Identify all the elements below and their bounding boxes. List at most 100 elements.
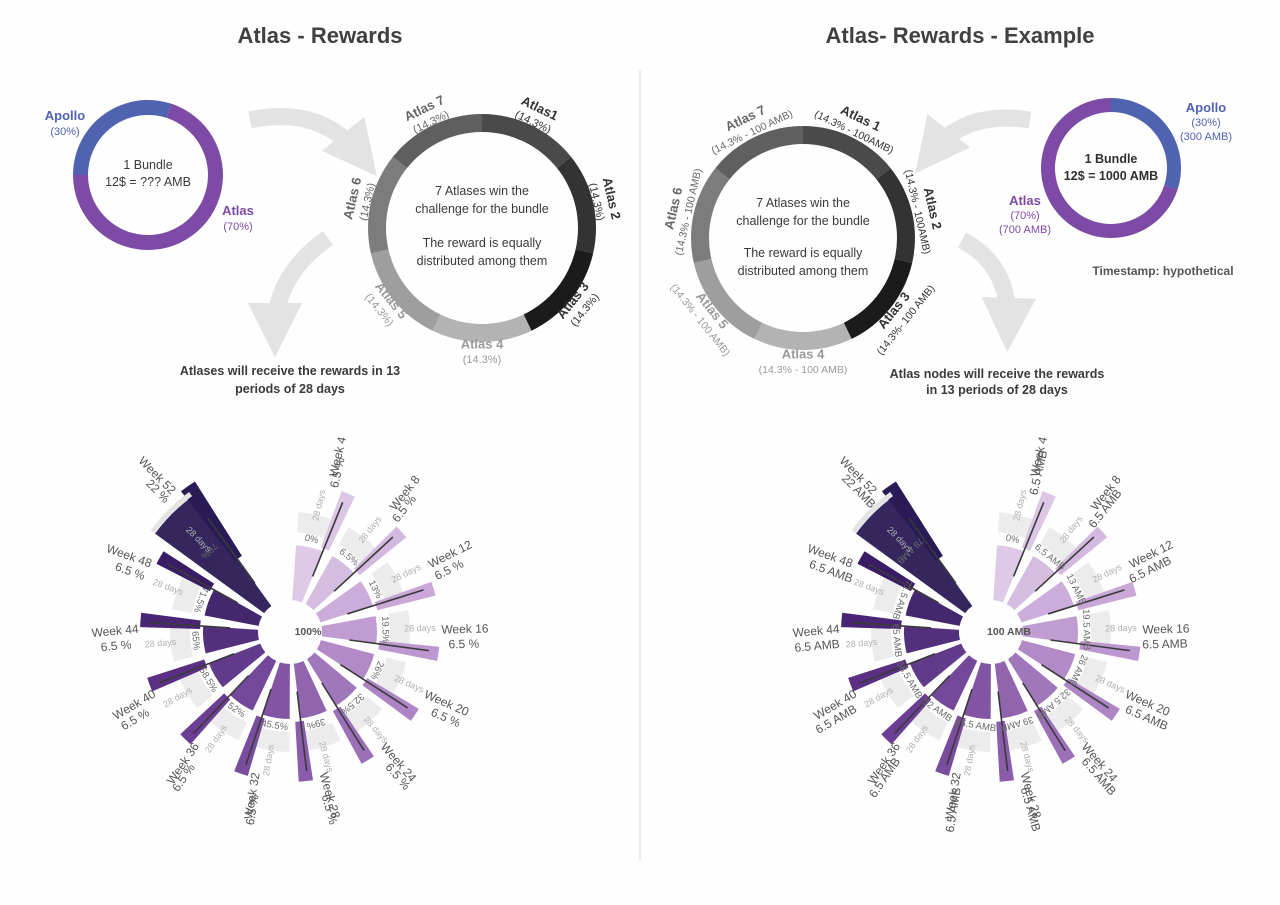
right-apollo-label: Apollo [1186, 100, 1226, 115]
right-period-bar [1006, 556, 1055, 611]
left-period-bar [305, 556, 354, 611]
right-period-track [871, 623, 895, 662]
right-period-track [1002, 722, 1042, 752]
left-amount-spike [353, 526, 407, 576]
left-period-marker [349, 639, 429, 652]
right-amount-spike [881, 481, 943, 561]
right-period-week: Week 16 [1142, 621, 1190, 636]
right-period-bar [1022, 616, 1078, 644]
right-period-bar [905, 589, 964, 626]
left-period-bar [155, 496, 272, 614]
right-period-week: Week 44 [792, 622, 841, 640]
right-atlas-segment [876, 168, 915, 263]
left-period-marker [339, 663, 409, 709]
right-ring-line5: distributed among them [738, 264, 869, 278]
left-period-marker [150, 621, 231, 629]
right-period-days: 28 days [1091, 562, 1124, 585]
right-period-bar [1007, 652, 1058, 706]
right-period-cumulative: 19.5 AMB [1080, 609, 1092, 650]
right-outer-arc [851, 492, 894, 534]
right-period-amount: 6.5 AMB [794, 637, 840, 655]
right-amount-spike [881, 693, 932, 745]
left-period-bar [321, 616, 377, 644]
left-period-track [296, 512, 336, 540]
left-period-marker [193, 674, 250, 735]
left-period-marker [333, 536, 394, 592]
left-atlas-segment [557, 156, 596, 254]
right-period-bar [909, 643, 967, 688]
left-periods-text-2: periods of 28 days [235, 382, 345, 396]
right-title: Atlas- Rewards - Example [826, 23, 1095, 48]
left-period-bar [306, 652, 357, 706]
right-period-bar [1017, 581, 1074, 623]
left-period-cumulative: 45.5% [260, 718, 289, 733]
left-atlas-segment [432, 314, 532, 342]
right-period-bar [903, 626, 960, 654]
right-atlas-share: (70%) [1010, 210, 1039, 222]
left-period-days: 28 days [317, 740, 335, 774]
right-period-marker [868, 563, 939, 604]
right-period-track [997, 512, 1037, 540]
left-period-bar [316, 581, 373, 623]
left-atlas-segment [392, 114, 482, 169]
right-ring-text: 7 Atlases win the challenge for the bund… [736, 196, 869, 278]
left-apollo-share: (30%) [50, 126, 79, 138]
left-ring-line1: 7 Atlases win the [435, 184, 529, 198]
right-period-track [1043, 696, 1084, 734]
left-period-bar [204, 589, 263, 626]
right-atlas-segment [715, 126, 803, 180]
left-atlas-label: Atlas [222, 203, 254, 218]
left-period-bar [293, 661, 327, 719]
left-periods-text-1: Atlases will receive the rewards in 13 [180, 364, 400, 378]
right-radial-hub [961, 602, 1021, 662]
right-period-marker [894, 674, 951, 735]
right-period-amount: 6.5 AMB [1142, 636, 1188, 651]
right-periods-text-1: Atlas nodes will receive the rewards [890, 367, 1105, 381]
left-period-bar [203, 626, 259, 654]
left-period-days: 28 days [356, 514, 384, 545]
right-period-marker [1012, 502, 1045, 577]
left-period-track [301, 722, 341, 752]
right-atlas-segment [803, 126, 891, 180]
right-period-track [1089, 610, 1111, 648]
left-amount-spike [180, 693, 231, 745]
right-period-bar [993, 545, 1024, 603]
left-period-week: Week 16 [441, 621, 489, 636]
right-period-days: 28 days [845, 637, 878, 650]
left-period-marker [346, 589, 424, 615]
left-period-cumulative: 19.5% [379, 616, 391, 644]
arrow-example-bundle-to-atlases [915, 109, 1032, 174]
left-period-amount: 6.5 % [243, 793, 262, 826]
right-period-marker [1047, 589, 1125, 615]
right-atlas-label: Atlas [1009, 193, 1041, 208]
left-atlas-name: Atlas 4 [461, 336, 504, 351]
left-period-marker [245, 688, 272, 766]
left-period-track [170, 623, 194, 662]
right-atlas-segment [693, 258, 763, 339]
left-period-cumulative: 0% [304, 533, 320, 547]
left-period-track [388, 610, 410, 648]
left-period-marker [167, 563, 238, 604]
right-period-bar [1017, 640, 1076, 680]
left-bundle-line2: 12$ = ??? AMB [105, 175, 191, 189]
right-apollo-slice [1111, 98, 1181, 190]
left-period-marker [207, 517, 256, 584]
left-period-days: 28 days [203, 723, 229, 755]
right-period-bar [931, 655, 978, 711]
right-period-days: 28 days [853, 577, 887, 597]
left-period-track [172, 573, 203, 614]
left-period-bar [208, 643, 266, 688]
left-radial-hub [260, 602, 320, 662]
left-period-days: 28 days [152, 577, 186, 597]
right-period-days: 28 days [904, 723, 930, 755]
left-period-cumulative: 65% [189, 631, 202, 651]
left-apollo-label: Apollo [45, 108, 85, 123]
left-period-days: 28 days [393, 673, 426, 695]
right-period-bar [994, 661, 1028, 719]
right-period-marker [1022, 682, 1066, 752]
left-period-bar [316, 640, 375, 680]
left-apollo-slice [73, 100, 172, 175]
right-amount-spike [1054, 526, 1108, 576]
right-atlas-name: Atlas 4 [782, 346, 825, 361]
left-period-amount: 6.5 % [327, 456, 348, 489]
